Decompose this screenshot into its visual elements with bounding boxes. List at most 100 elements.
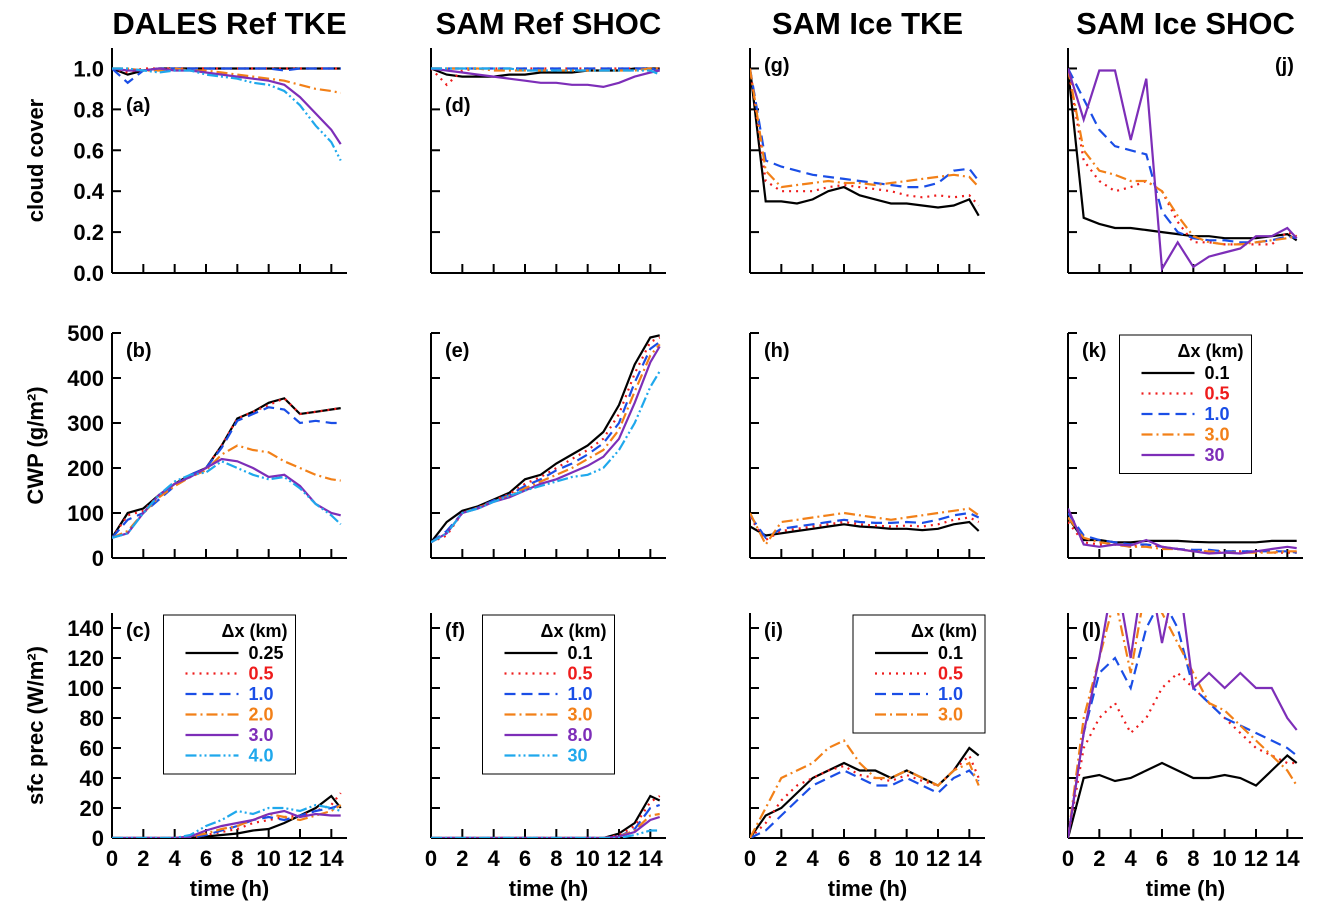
legend-title: Δx (km) [911,621,977,641]
y-tick-label: 500 [67,321,104,346]
y-tick-label: 200 [67,456,104,481]
x-tick-label: 6 [1156,846,1168,871]
panel-label: (f) [445,620,465,642]
x-tick-label: 2 [137,846,149,871]
y-tick-label: 1.0 [73,56,104,81]
series-line [1068,508,1297,555]
x-tick-label: 4 [807,846,820,871]
x-tick-label: 2 [456,846,468,871]
series-line [1068,754,1298,838]
x-axis-label: time (h) [828,876,907,901]
panel-title: SAM Ice TKE [772,6,963,41]
x-tick-label: 12 [607,846,631,871]
legend-label: 1.0 [938,684,963,704]
series-line [431,67,660,89]
series-line [112,803,342,838]
x-tick-label: 10 [1212,846,1236,871]
series-line [750,753,980,838]
x-tick-label: 2 [775,846,787,871]
x-tick-label: 0 [1062,846,1074,871]
series-line [750,520,980,537]
y-axis-label: CWP (g/m²) [23,386,48,504]
legend-label: 0.1 [1205,363,1230,383]
legend-label: 3.0 [1205,425,1230,445]
series-line [1068,68,1298,246]
x-axis-label: time (h) [1146,876,1225,901]
y-tick-label: 40 [80,766,104,791]
series-line [431,829,660,838]
y-axis-label: sfc prec (W/m²) [23,646,48,805]
x-axis-label: time (h) [509,876,588,901]
panel-label: (c) [126,620,150,642]
y-tick-label: 300 [67,411,104,436]
series-line [431,370,661,544]
legend-title: Δx (km) [1178,341,1244,361]
y-tick-label: 80 [80,706,104,731]
x-tick-label: 12 [288,846,312,871]
legend-label: 2.0 [249,705,274,725]
series-line [112,406,341,539]
y-tick-label: 100 [67,501,104,526]
x-tick-label: 12 [926,846,950,871]
legend-label: 3.0 [249,725,274,745]
x-tick-label: 6 [519,846,531,871]
x-tick-label: 4 [169,846,182,871]
series-line [1068,68,1297,246]
legend-label: 0.1 [568,643,593,663]
legend-label: 0.1 [938,643,963,663]
series-line [112,804,342,838]
series-line [1068,516,1297,544]
y-axis-label: cloud cover [23,98,48,222]
panel-label: (a) [126,95,150,117]
series-line [112,67,341,85]
series-line [750,769,980,838]
series-line [750,68,980,189]
series-line [1068,613,1298,838]
series-line [431,345,661,544]
y-tick-label: 140 [67,616,104,641]
series-line [750,511,980,540]
y-tick-label: 100 [67,676,104,701]
legend-label: 8.0 [568,725,593,745]
x-tick-label: 4 [488,846,501,871]
y-tick-label: 0 [92,546,104,571]
x-tick-label: 8 [869,846,881,871]
series-line [1068,68,1298,242]
x-tick-label: 12 [1244,846,1268,871]
x-tick-label: 6 [200,846,212,871]
legend-label: 30 [568,746,588,766]
x-tick-label: 8 [550,846,562,871]
legend-box [1119,334,1252,474]
legend-label: 30 [1205,445,1225,465]
y-tick-label: 400 [67,366,104,391]
y-tick-label: 0.0 [73,261,104,286]
x-tick-label: 0 [744,846,756,871]
panel-title: DALES Ref TKE [112,6,346,41]
panel-label: (d) [445,95,471,117]
panel-label: (e) [445,340,469,362]
panel-label: (b) [126,340,152,362]
series-line [750,68,980,189]
x-tick-label: 14 [957,846,982,871]
legend-title: Δx (km) [222,621,288,641]
series-line [1068,521,1297,554]
y-tick-label: 0.6 [73,138,104,163]
x-tick-label: 8 [231,846,243,871]
panel-label: (j) [1275,55,1294,77]
y-tick-label: 60 [80,736,104,761]
x-tick-label: 2 [1093,846,1105,871]
series-line [112,460,342,539]
y-tick-label: 0.2 [73,220,104,245]
series-line [750,68,980,217]
series-line [112,67,342,145]
panel-label: (i) [764,620,783,642]
y-tick-label: 20 [80,796,104,821]
y-tick-label: 120 [67,646,104,671]
x-tick-label: 10 [575,846,599,871]
series-line [750,739,980,838]
legend-title: Δx (km) [541,621,607,641]
legend-label: 0.5 [1205,384,1230,404]
series-line [750,746,980,838]
